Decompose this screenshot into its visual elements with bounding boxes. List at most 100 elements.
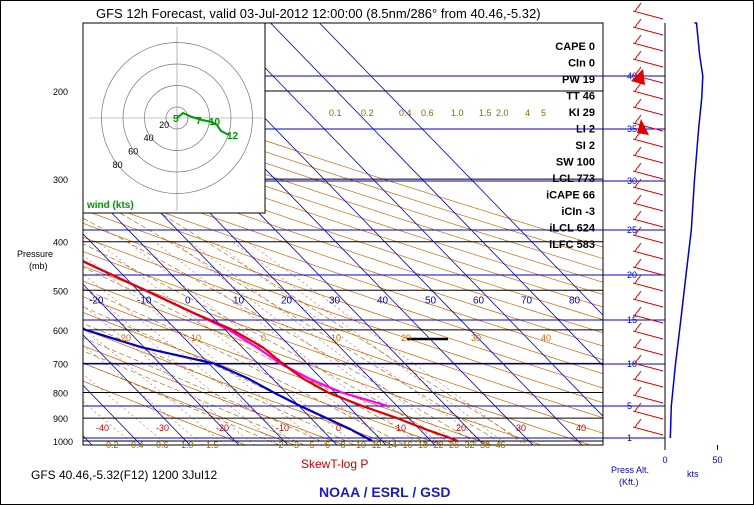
hodograph-trace: [176, 111, 230, 136]
wind-barb-flag-23: [634, 370, 642, 380]
wind-barb-flag-12: [634, 194, 642, 204]
wind-barb-staff-14: [632, 234, 664, 244]
moist-adiabats: [83, 164, 530, 445]
wind-barb-staff-3: [632, 58, 664, 68]
dry-adiabat-110: [83, 183, 603, 361]
wind-barb-flag-17: [634, 274, 642, 284]
index-8: LCL 773: [552, 173, 595, 185]
wind-barb-staff-18: [632, 298, 664, 308]
isotherm-low-label-6: 20: [456, 423, 466, 433]
altitude-tick-40: 40: [627, 71, 637, 81]
wind-barb-staff-9: [632, 154, 664, 164]
temperature-curve: [83, 260, 459, 443]
wind-barb-flag-1: [634, 18, 642, 28]
mixing-ratio-label-1: 0.2: [361, 108, 374, 118]
moist-adiabat-20: [83, 267, 430, 445]
mixing-ratio-label-3: 0.6: [421, 108, 434, 118]
wind-barb-flag-21: [634, 338, 642, 348]
temperature-tick-30: 30: [329, 295, 341, 306]
moist-adiabat--10: [83, 362, 280, 445]
altitude-tick-15: 15: [627, 315, 637, 325]
mixing-ratio-low-label-14: 18: [418, 440, 428, 450]
mixing-ratio-label-8: 5: [541, 108, 546, 118]
index-9: iCAPE 66: [546, 190, 595, 202]
moist-adiabat-0: [83, 337, 330, 445]
moist-adiabat-5: [83, 322, 355, 445]
isotherm--20: [83, 283, 240, 445]
hodo-ring-label-20: 20: [159, 120, 169, 130]
moist-adiabat-15: [83, 288, 405, 445]
hodo-ring-label-60: 60: [128, 146, 138, 156]
mixing-ratio-36: [232, 241, 509, 445]
plot-border: [82, 22, 604, 446]
isotherm-low-label-4: 0: [336, 423, 341, 433]
temperature-tick-70: 70: [521, 295, 533, 306]
pressure-tick-900: 900: [53, 414, 68, 424]
pressure-tick-600: 600: [53, 326, 68, 336]
mixing-ratio-low-label-16: 26: [449, 440, 459, 450]
dry-adiabat-label-0: 20: [121, 333, 131, 343]
mixing-ratio-low-label-5: 2: [279, 440, 284, 450]
hodograph-point-labels: 5 7 10 12: [173, 114, 239, 142]
dry-adiabat-label-4: 20: [401, 333, 411, 343]
wind-barb-flag-25: [634, 402, 642, 412]
wind-barbs: [631, 2, 664, 436]
hodo-point-10: 10: [209, 117, 221, 128]
temperature-tick-10: 10: [233, 295, 245, 306]
dry-adiabat-label-5: 30: [471, 333, 481, 343]
altitude-tick-10: 10: [627, 359, 637, 369]
temperature-tick-80: 80: [569, 295, 581, 306]
index-2: PW 19: [562, 74, 595, 86]
wind-barb-flag-3: [634, 50, 642, 60]
altitude-tick-25: 25: [627, 225, 637, 235]
wind-speed-curve: [669, 22, 704, 439]
dry-adiabat--20: [83, 380, 247, 445]
mixing-ratio-1: [83, 305, 255, 445]
wind-barb-staff-12: [632, 202, 664, 212]
mixing-ratio-low-label-10: 10: [356, 440, 366, 450]
skewt-label: SkewT-log P: [301, 457, 368, 471]
mixing-ratio-label-7: 4: [525, 108, 530, 118]
dewpoint-curve: [83, 327, 373, 442]
mixing-ratio-3: [83, 254, 323, 445]
altitude-tick-35: 35: [627, 124, 637, 134]
wind-barb-flag-6: [634, 98, 642, 108]
wind-barb-flag-10: [634, 162, 642, 172]
wind-barb-staff-21: [632, 346, 664, 356]
wind-barb-staff-25: [632, 410, 664, 420]
mixing-ratio-label-2: 0.4: [399, 108, 412, 118]
wind-barb-staff-8: [632, 138, 664, 148]
wind-barb-flag-15: [634, 242, 642, 252]
wind-barb-staff-19: [632, 314, 664, 324]
hodo-ring-label-80: 80: [113, 160, 123, 170]
hodo-ring-40: [144, 85, 210, 151]
isotherm-low-label-0: -40: [96, 423, 109, 433]
wind-barb-flag-5: [634, 82, 642, 92]
mixing-ratio-low-label-2: 0.6: [156, 440, 169, 450]
hodo-ring-60: [122, 63, 232, 173]
chart-title: GFS 12h Forecast, valid 03-Jul-2012 12:0…: [96, 6, 541, 21]
index-6: SI 2: [575, 140, 595, 152]
isotherm-low-label-1: -30: [156, 423, 169, 433]
mixing-ratio-low-label-8: 6: [325, 440, 330, 450]
wind-barb-staff-10: [632, 170, 664, 180]
dry-adiabat-120: [83, 170, 603, 347]
temperature-tick--10: -10: [137, 295, 152, 306]
wind-barb-flag-16: [634, 258, 642, 268]
pressure-axis-label-2: (mb): [29, 261, 48, 271]
temperature-tick-50: 50: [425, 295, 437, 306]
wind-barb-flag-11: [634, 178, 642, 188]
brand-label: NOAA / ESRL / GSD: [319, 484, 450, 500]
pennant-35kft: [637, 119, 649, 135]
index-10: iCIn -3: [561, 206, 595, 218]
sounding-curves: [83, 260, 459, 443]
hodo-point-5: 5: [173, 114, 179, 125]
dry-adiabat-40: [83, 280, 543, 445]
mixing-ratio-label-0: 0.1: [329, 108, 342, 118]
hodograph-rings: 20 40 60 80: [89, 27, 263, 211]
dry-adiabat-label-3: 10: [331, 333, 341, 343]
wind-barb-staff-0: [632, 10, 664, 20]
mixing-ratio-low-label-13: 16: [403, 440, 413, 450]
isotherm-low-label-3: -10: [276, 423, 289, 433]
mixing-ratio-low-label-1: 0.4: [131, 440, 144, 450]
